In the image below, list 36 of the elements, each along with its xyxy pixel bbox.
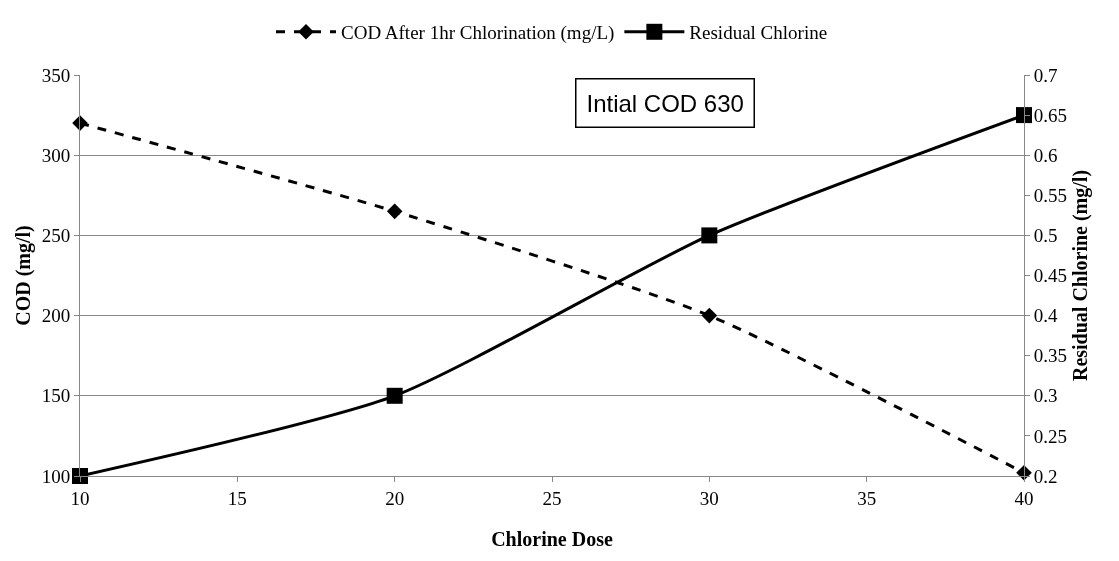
- y-tick-label: 300: [41, 144, 71, 166]
- x-axis-title: Chlorine Dose: [491, 528, 613, 550]
- y2-tick-label: 0.35: [1033, 345, 1068, 367]
- y2-tick-label: 0.5: [1033, 225, 1058, 247]
- legend-label: COD After 1hr Chlorination (mg/L): [341, 22, 615, 45]
- point: [72, 468, 88, 484]
- point: [1016, 107, 1032, 124]
- x-tick-label: 10: [70, 487, 90, 509]
- x-tick-label: 25: [542, 487, 562, 509]
- point: [386, 203, 403, 220]
- x-tick-label: 30: [699, 487, 719, 509]
- y-tick-label: 200: [41, 305, 71, 327]
- y2-tick-label: 0.55: [1033, 184, 1068, 206]
- point: [701, 227, 718, 244]
- y-tick-label: 150: [41, 385, 71, 407]
- y-tick-label: 100: [41, 465, 71, 487]
- y2-tick-label: 0.3: [1033, 385, 1058, 407]
- y2-axis-title: Residual Chlorine (mg/l): [1069, 169, 1093, 382]
- y2-tick-label: 0.45: [1033, 265, 1068, 287]
- point: [386, 387, 403, 404]
- x-tick-label: 20: [385, 487, 405, 509]
- y-tick-label: 350: [41, 64, 71, 86]
- annotation: Intial COD 630: [586, 89, 744, 117]
- legend-label: Residual Chlorine: [689, 22, 828, 44]
- point: [701, 307, 718, 324]
- x-tick-label: 15: [227, 487, 247, 509]
- y2-tick-label: 0.7: [1033, 64, 1058, 86]
- y2-tick-label: 0.65: [1033, 104, 1068, 126]
- y-axis-title: COD (mg/l): [12, 225, 35, 326]
- y-tick-label: 250: [41, 225, 71, 247]
- x-tick-label: 40: [1014, 487, 1034, 509]
- y2-tick-label: 0.4: [1033, 305, 1059, 327]
- y2-tick-label: 0.2: [1033, 465, 1058, 487]
- y2-tick-label: 0.25: [1033, 425, 1068, 447]
- x-tick-label: 35: [857, 487, 877, 509]
- y2-tick-label: 0.6: [1033, 144, 1058, 166]
